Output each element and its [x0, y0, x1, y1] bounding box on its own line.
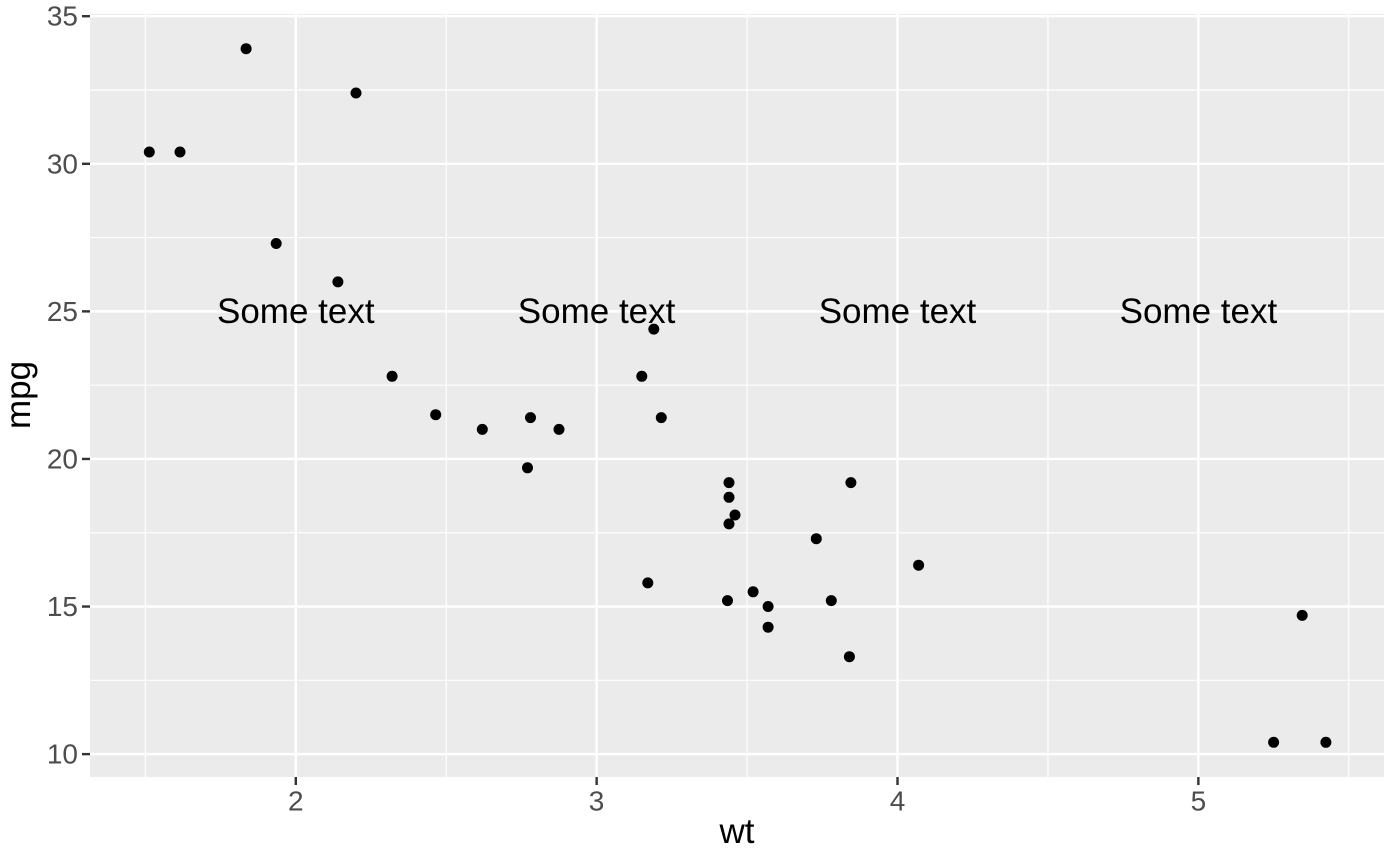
- plot-panel: Some text Some text Some text Some text 2 3 4 5…: [47, 1, 1384, 817]
- data-point: [350, 87, 362, 99]
- data-point: [648, 323, 660, 335]
- data-point: [747, 586, 759, 598]
- y-tick-label: 10: [47, 739, 78, 770]
- data-point: [1320, 736, 1332, 748]
- x-tick-label: 2: [288, 786, 304, 817]
- data-point: [270, 238, 282, 249]
- data-point: [723, 518, 735, 530]
- annotation-text: Some text: [217, 292, 375, 331]
- data-point: [553, 423, 565, 435]
- y-tick-label: 20: [47, 444, 78, 475]
- x-axis-title: wt: [719, 812, 755, 851]
- data-point: [636, 370, 648, 382]
- annotation-text: Some text: [1120, 292, 1278, 331]
- data-point: [430, 409, 442, 421]
- y-axis-title: mpg: [0, 361, 38, 429]
- data-point: [723, 491, 735, 503]
- x-tick-label: 3: [589, 786, 605, 817]
- data-point: [843, 651, 855, 663]
- y-tick-label: 35: [47, 1, 78, 32]
- data-point: [762, 621, 774, 633]
- data-point: [810, 533, 822, 545]
- data-point: [1296, 609, 1308, 621]
- y-tick-label: 30: [47, 148, 78, 179]
- data-point: [386, 370, 398, 382]
- data-point: [476, 423, 488, 435]
- data-point: [525, 412, 536, 424]
- data-point: [723, 477, 735, 489]
- data-point: [845, 477, 857, 489]
- data-point: [143, 146, 155, 158]
- data-point: [522, 462, 533, 474]
- data-point: [655, 412, 667, 424]
- annotation-text: Some text: [819, 292, 977, 331]
- x-tick-label: 4: [890, 786, 906, 817]
- data-point: [642, 577, 654, 589]
- data-point: [332, 276, 344, 288]
- data-point: [1268, 736, 1280, 748]
- panel-background: [90, 14, 1384, 777]
- annotation-text: Some text: [518, 292, 676, 331]
- data-point: [825, 595, 837, 607]
- y-tick-label: 15: [47, 591, 78, 622]
- x-tick-label: 5: [1191, 786, 1207, 817]
- data-point: [913, 559, 925, 571]
- data-point: [240, 43, 252, 55]
- y-tick-label: 25: [47, 296, 78, 327]
- data-point: [722, 595, 733, 607]
- data-point: [174, 146, 186, 158]
- data-point: [762, 601, 774, 612]
- data-point: [729, 509, 741, 521]
